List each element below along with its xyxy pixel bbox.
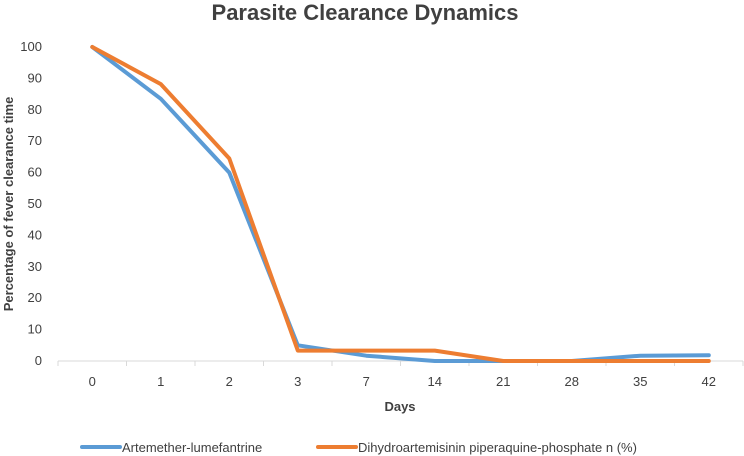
y-tick-label: 80 (28, 102, 42, 117)
series-line-1 (90, 45, 711, 363)
x-axis: 0 1 2 3 7 14 21 28 35 42 (57, 360, 744, 389)
x-tick-label: 35 (633, 374, 647, 389)
x-tick-label: 14 (428, 374, 442, 389)
y-tick-label: 40 (28, 227, 42, 242)
legend: Artemether-lumefantrine Dihydroartemisini… (80, 440, 637, 455)
x-tick-label: 21 (496, 374, 510, 389)
x-tick-label: 28 (565, 374, 579, 389)
x-tick-label: 7 (363, 374, 370, 389)
y-axis-ticks: 0 10 20 30 40 50 60 70 80 90 100 (20, 39, 42, 368)
y-tick-label: 90 (28, 70, 42, 85)
legend-label: Artemether-lumefantrine (122, 440, 262, 455)
legend-label: Dihydroartemisinin piperaquine-phosphate… (358, 440, 637, 455)
y-tick-label: 60 (28, 165, 42, 180)
y-tick-label: 10 (28, 322, 42, 337)
y-tick-label: 100 (20, 39, 42, 54)
y-tick-label: 0 (35, 353, 42, 368)
y-tick-label: 70 (28, 133, 42, 148)
x-tick-label: 1 (157, 374, 164, 389)
x-axis-label: Days (384, 399, 415, 414)
y-tick-label: 50 (28, 196, 42, 211)
series-line-2 (90, 45, 711, 363)
chart-title: Parasite Clearance Dynamics (212, 0, 519, 25)
x-tick-label: 3 (294, 374, 301, 389)
x-tick-label: 0 (89, 374, 96, 389)
y-tick-label: 20 (28, 290, 42, 305)
y-axis-label: Percentage of fever clearance time (1, 97, 16, 312)
y-tick-label: 30 (28, 259, 42, 274)
x-tick-label: 2 (226, 374, 233, 389)
x-tick-label: 42 (702, 374, 716, 389)
series-lines (90, 45, 711, 363)
